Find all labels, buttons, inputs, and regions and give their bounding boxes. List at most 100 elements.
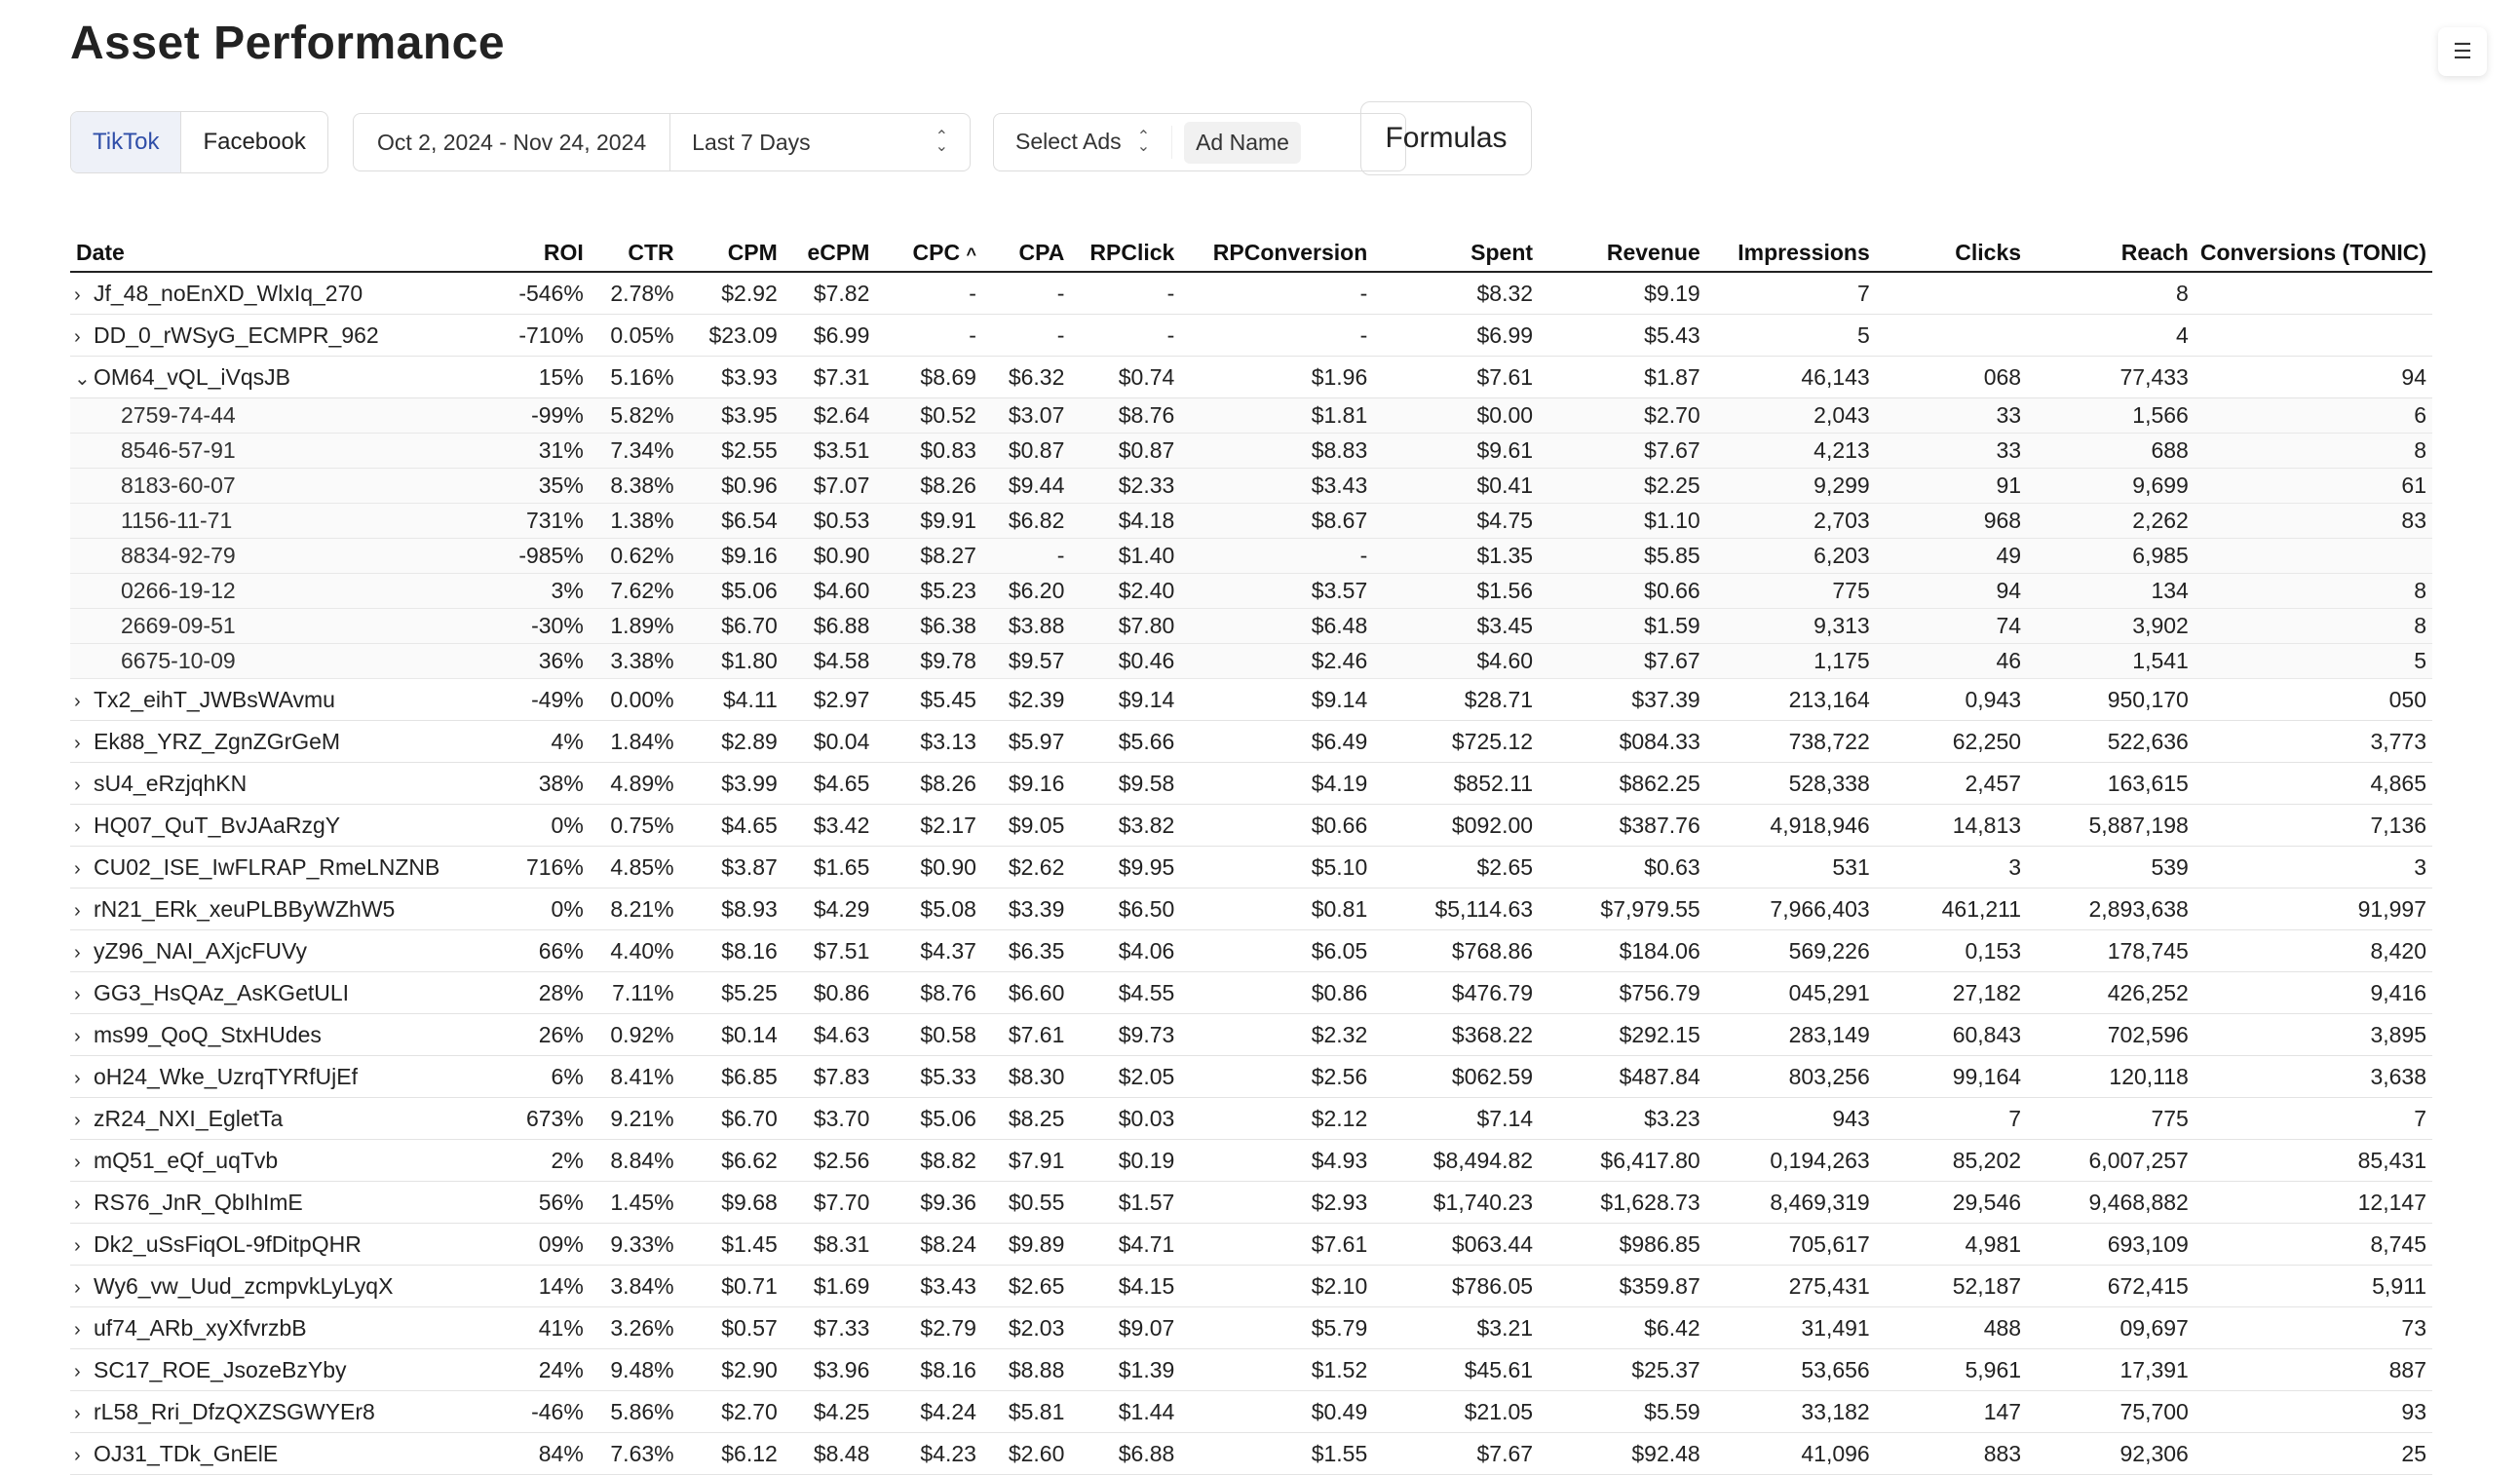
table-row[interactable]: › GG3_HsQAz_AsKGetULI 28% 7.11% $5.25 $0.86 $8… <box>70 971 2432 1014</box>
table-row[interactable]: › OJ31_TDk_GnElE 84% 7.63% $6.12 $8.48 $4.23 $2… <box>70 1432 2432 1475</box>
chevron-right-icon[interactable]: › <box>74 284 81 306</box>
cell-revenue: $7,979.55 <box>1539 888 1706 930</box>
date-preset-select[interactable]: Last 7 Days ⌃ ⌄ <box>670 130 970 156</box>
table-row[interactable]: › yZ96_NAI_AXjcFUVy 66% 4.40% $8.16 $7.51 $4.3… <box>70 929 2432 972</box>
chevron-right-icon[interactable]: › <box>74 857 81 880</box>
table-row[interactable]: › sU4_eRzjqhKN 38% 4.89% $3.99 $4.65 $8.26 $9.1… <box>70 762 2432 805</box>
date-range-value[interactable]: Oct 2, 2024 - Nov 24, 2024 <box>354 114 671 170</box>
chevron-right-icon[interactable]: › <box>74 1067 81 1089</box>
cell-reach: 775 <box>2027 1097 2195 1140</box>
col-header-ctr[interactable]: CTR <box>589 234 680 273</box>
cell-spent: $8,494.82 <box>1373 1139 1540 1182</box>
menu-icon[interactable]: ☰ <box>2438 27 2487 76</box>
chevron-right-icon[interactable]: › <box>74 690 81 712</box>
chevron-right-icon[interactable]: › <box>74 899 81 922</box>
table-row[interactable]: › RS76_JnR_QbIhImE 56% 1.45% $9.68 $7.70 $9.36… <box>70 1181 2432 1224</box>
cell-rpconv: $8.83 <box>1180 433 1374 469</box>
select-ads-dropdown[interactable]: Select Ads ⌃ ⌄ <box>994 125 1173 160</box>
cell-rpclick: $1.57 <box>1070 1181 1181 1224</box>
date-range-picker[interactable]: Oct 2, 2024 - Nov 24, 2024 Last 7 Days ⌃… <box>353 113 971 171</box>
cell-rpclick: $4.55 <box>1070 971 1181 1014</box>
chevron-right-icon[interactable]: › <box>74 1360 81 1382</box>
platform-tiktok-tab[interactable]: TikTok <box>71 112 182 172</box>
cell-spent: $45.61 <box>1373 1348 1540 1391</box>
row-name: SC17_ROE_JsozeBzYby <box>94 1356 347 1382</box>
chevron-right-icon[interactable]: › <box>74 1402 81 1424</box>
cell-ecpm: $1.69 <box>783 1265 876 1307</box>
col-header-cpa[interactable]: CPA <box>981 234 1071 273</box>
chevron-right-icon[interactable]: › <box>74 1318 81 1341</box>
col-header-conversions[interactable]: Conversions (TONIC) <box>2194 234 2432 273</box>
cell-revenue: $6,417.80 <box>1539 1139 1706 1182</box>
col-header-roi[interactable]: ROI <box>506 234 590 273</box>
ad-name-chip[interactable]: Ad Name <box>1184 121 1301 164</box>
table-row[interactable]: › Jf_48_noEnXD_WlxIq_270 -546% 2.78% $2.92 $7… <box>70 272 2432 315</box>
cell-cpm: $6.12 <box>679 1432 783 1475</box>
table-row[interactable]: › rL58_Rri_DfzQXZSGWYEr8 -46% 5.86% $2.70 $4.… <box>70 1390 2432 1433</box>
table-row[interactable]: › Wy6_vw_Uud_zcmpvkLyLyqX 14% 3.84% $0.71 $1.… <box>70 1265 2432 1307</box>
chevron-right-icon[interactable]: › <box>74 1025 81 1047</box>
sub-row: 2759-74-44 -99% 5.82% $3.95 $2.64 $0.52 $3.07 $… <box>70 397 2432 434</box>
col-header-impressions[interactable]: Impressions <box>1705 234 1876 273</box>
cell-conversions: 4,865 <box>2194 762 2432 805</box>
cell-ecpm: $0.04 <box>783 720 876 763</box>
table-row[interactable]: › uf74_ARb_xyXfvrzbB 41% 3.26% $0.57 $7.33 $2.… <box>70 1306 2432 1349</box>
chevron-right-icon[interactable]: › <box>74 1276 81 1299</box>
chevron-right-icon[interactable]: › <box>74 815 81 838</box>
table-row[interactable]: › ms99_QoQ_StxHUdes 26% 0.92% $0.14 $4.63 $0.5… <box>70 1013 2432 1056</box>
table-row[interactable]: › rN21_ERk_xeuPLBByWZhW5 0% 8.21% $8.93 $4.29… <box>70 888 2432 930</box>
col-header-rpconversion[interactable]: RPConversion <box>1180 234 1374 273</box>
chevron-right-icon[interactable]: › <box>74 732 81 754</box>
cell-cpa: $6.82 <box>981 503 1071 539</box>
cell-clicks: 74 <box>1875 608 2028 644</box>
chevron-right-icon[interactable]: › <box>74 1444 81 1466</box>
cell-cpc: $8.26 <box>875 762 982 805</box>
cell-ecpm: $2.56 <box>783 1139 876 1182</box>
chevron-right-icon[interactable]: › <box>74 774 81 796</box>
table-row[interactable]: › DD_0_rWSyG_ECMPR_962 -710% 0.05% $23.09 $6.… <box>70 314 2432 357</box>
row-name-cell: › Jf_48_noEnXD_WlxIq_270 <box>70 272 507 315</box>
table-row[interactable]: › Dk2_uSsFiqOL-9fDitpQHR 09% 9.33% $1.45 $8.3… <box>70 1223 2432 1266</box>
cell-roi: 36% <box>506 643 590 679</box>
chevron-right-icon[interactable]: › <box>74 325 81 348</box>
table-row[interactable]: › SC17_ROE_JsozeBzYby 24% 9.48% $2.90 $3.96 $8… <box>70 1348 2432 1391</box>
chevron-down-icon[interactable]: ⌄ <box>74 367 91 390</box>
chevron-right-icon[interactable]: › <box>74 941 81 964</box>
cell-ctr: 0.75% <box>589 804 680 847</box>
cell-cpc: $2.17 <box>875 804 982 847</box>
chevron-right-icon[interactable]: › <box>74 1192 81 1215</box>
col-header-cpm[interactable]: CPM <box>679 234 783 273</box>
formulas-button[interactable]: Formulas <box>1360 101 1532 175</box>
row-name: 6675-10-09 <box>121 648 236 673</box>
col-header-clicks[interactable]: Clicks <box>1875 234 2028 273</box>
chevron-right-icon[interactable]: › <box>74 1109 81 1131</box>
table-row[interactable]: › Tx2_eihT_JWBsWAvmu -49% 0.00% $4.11 $2.97 $5… <box>70 678 2432 721</box>
cell-cpc: $5.08 <box>875 888 982 930</box>
cell-roi: 15% <box>506 356 590 398</box>
table-row[interactable]: › Ek88_YRZ_ZgnZGrGeM 4% 1.84% $2.89 $0.04 $3.1… <box>70 720 2432 763</box>
table-row[interactable]: › oH24_Wke_UzrqTYRfUjEf 6% 8.41% $6.85 $7.83 $… <box>70 1055 2432 1098</box>
col-header-cpc[interactable]: CPC ^ <box>875 234 982 273</box>
col-header-ecpm[interactable]: eCPM <box>783 234 876 273</box>
table-row[interactable]: › zR24_NXI_EgletTa 673% 9.21% $6.70 $3.70 $5.0… <box>70 1097 2432 1140</box>
col-header-rpclick[interactable]: RPClick <box>1070 234 1181 273</box>
table-row[interactable]: › HQ07_QuT_BvJAaRzgY 0% 0.75% $4.65 $3.42 $2.1… <box>70 804 2432 847</box>
cell-cpm: $0.57 <box>679 1306 783 1349</box>
col-header-spent[interactable]: Spent <box>1373 234 1540 273</box>
cell-ctr: 3.84% <box>589 1265 680 1307</box>
cell-roi: 41% <box>506 1306 590 1349</box>
cell-cpa: $3.39 <box>981 888 1071 930</box>
cell-clicks: 62,250 <box>1875 720 2028 763</box>
table-row[interactable]: › CU02_ISE_IwFLRAP_RmeLNZNB 716% 4.85% $3.87… <box>70 846 2432 889</box>
col-header-reach[interactable]: Reach <box>2027 234 2195 273</box>
chevron-right-icon[interactable]: › <box>74 1234 81 1257</box>
col-header-date[interactable]: Date <box>70 234 507 273</box>
chevron-right-icon[interactable]: › <box>74 983 81 1005</box>
table-row[interactable]: › mQ51_eQf_uqTvb 2% 8.84% $6.62 $2.56 $8.82 $7.… <box>70 1139 2432 1182</box>
table-row[interactable]: ⌄ OM64_vQL_iVqsJB 15% 5.16% $3.93 $7.31 $8.69 $… <box>70 356 2432 398</box>
cell-rpclick: $4.06 <box>1070 929 1181 972</box>
chevron-right-icon[interactable]: › <box>74 1151 81 1173</box>
row-name: OM64_vQL_iVqsJB <box>94 363 290 390</box>
col-header-revenue[interactable]: Revenue <box>1539 234 1706 273</box>
platform-facebook-tab[interactable]: Facebook <box>203 129 306 155</box>
